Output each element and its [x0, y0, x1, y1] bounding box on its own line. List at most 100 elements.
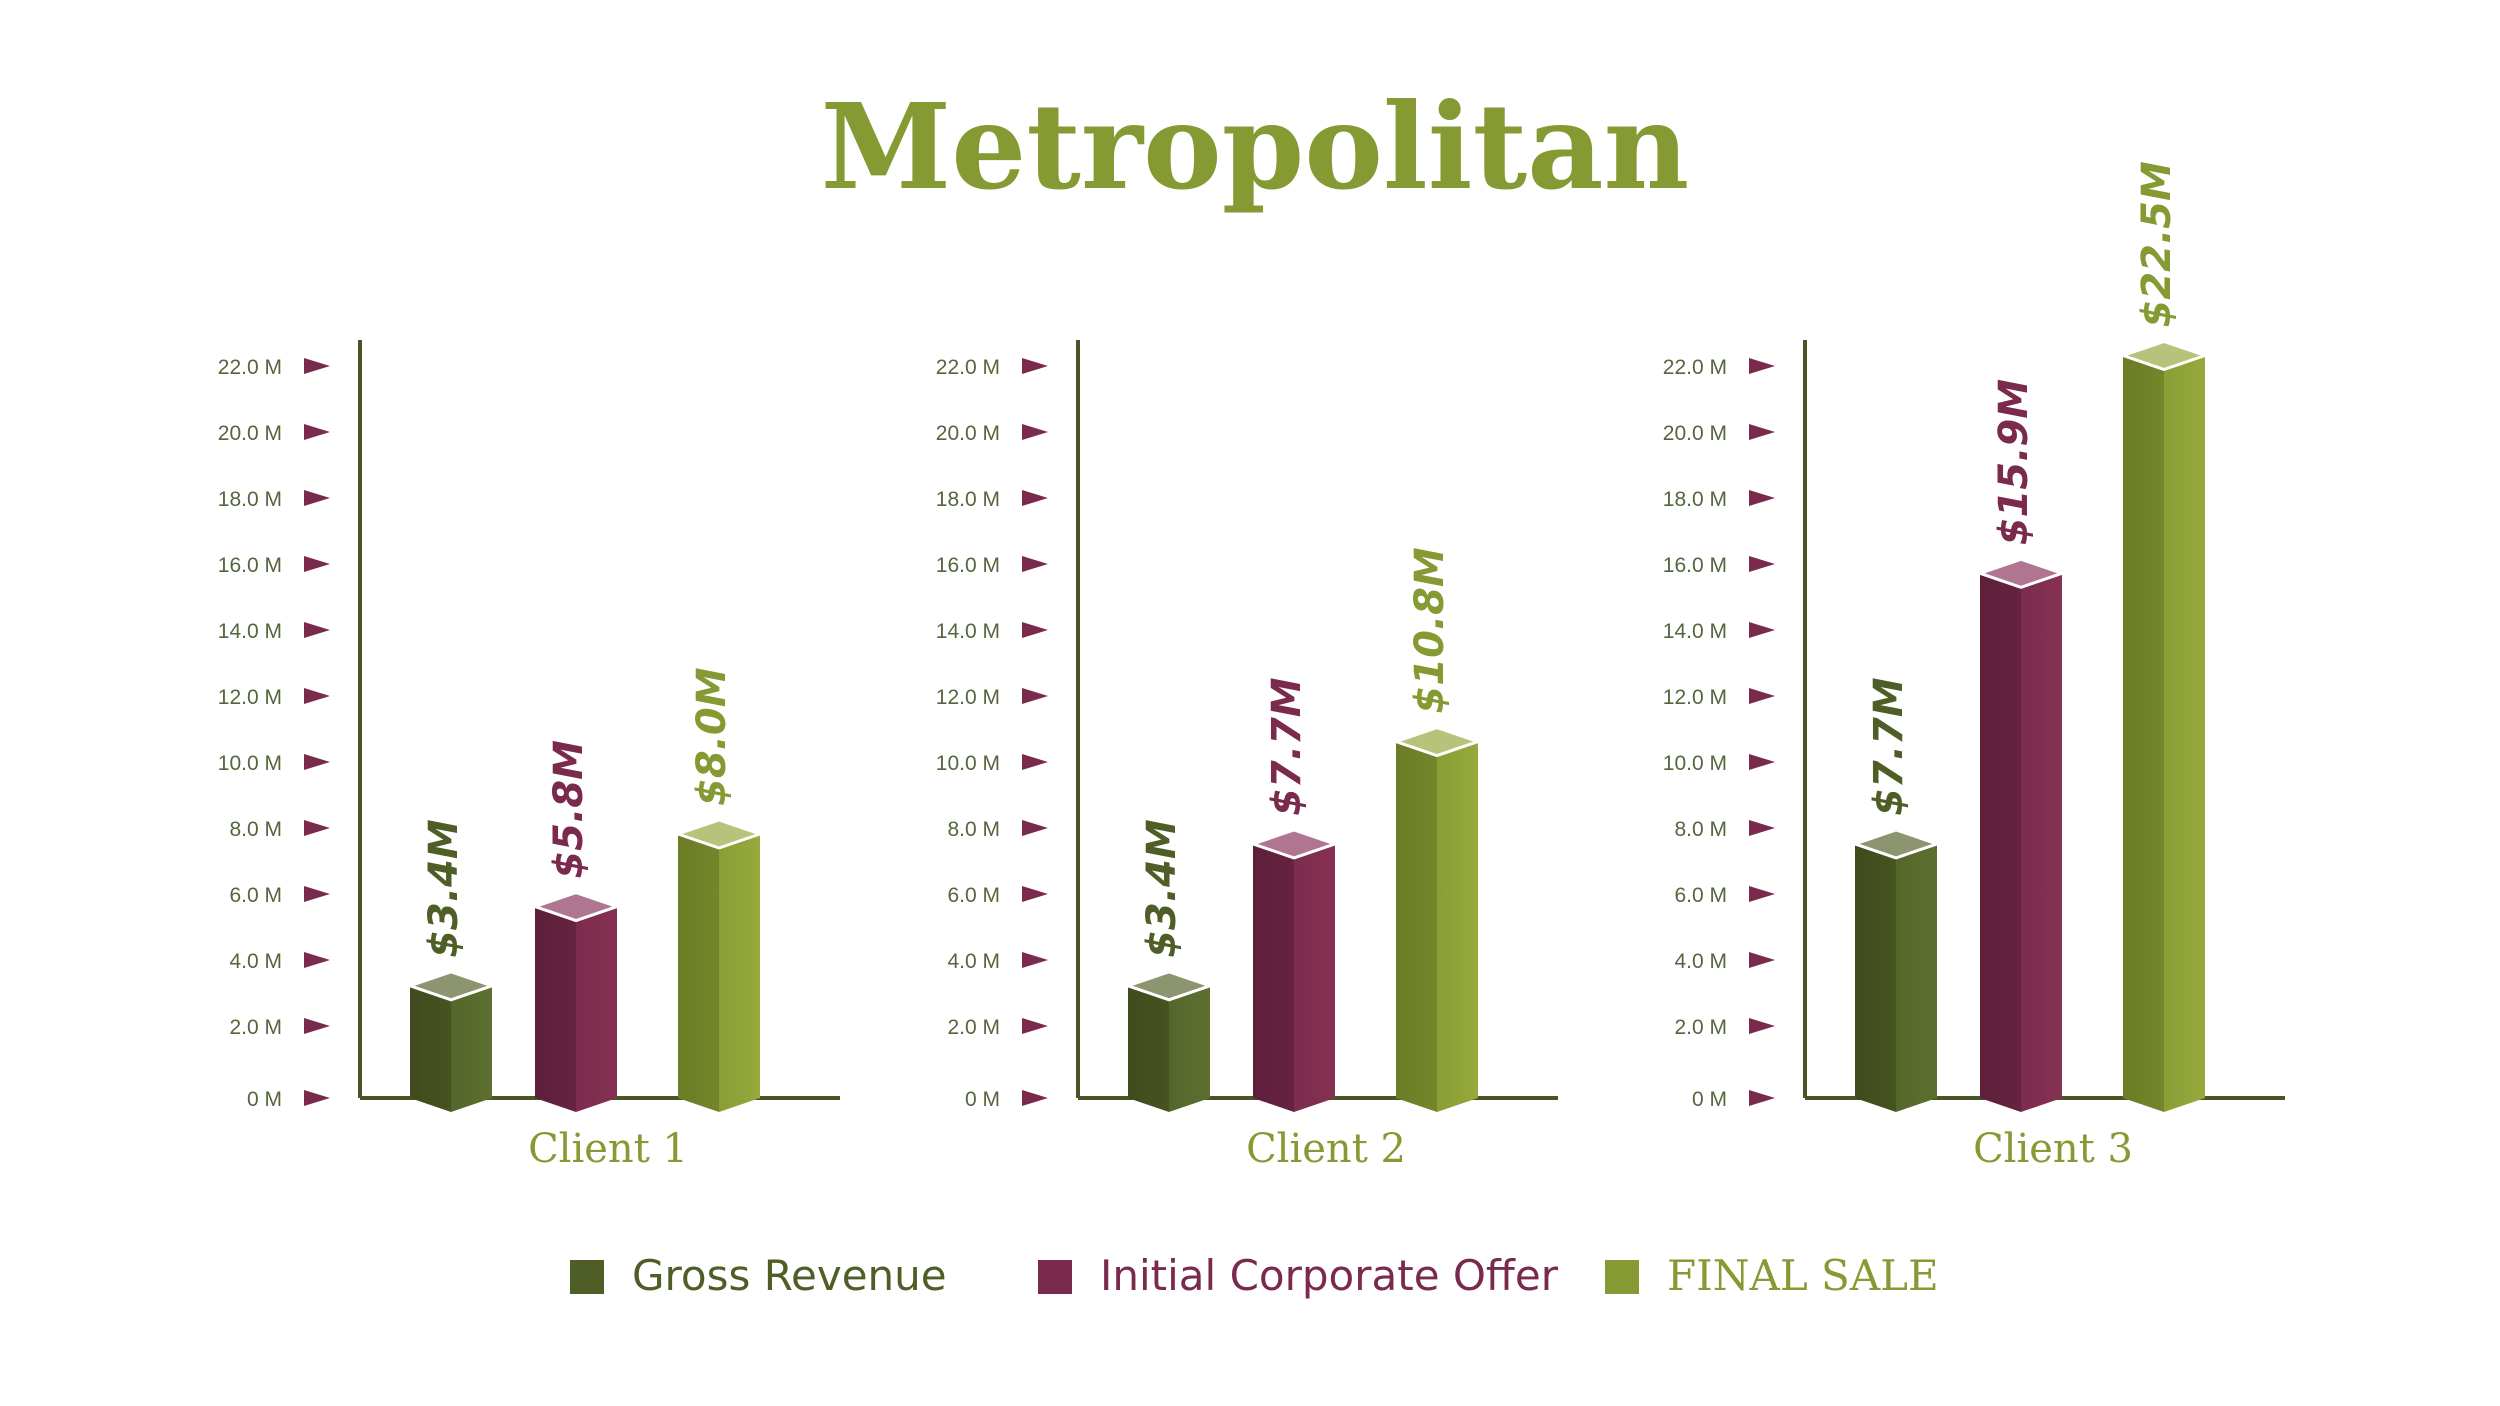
- y-tick-label: 0 M: [247, 1088, 282, 1111]
- y-tick-label: 16.0 M: [218, 554, 282, 577]
- tick-arrow-icon: [1749, 622, 1775, 638]
- legend-item-final: FINAL SALE: [1605, 1251, 1939, 1300]
- tick-arrow-icon: [1022, 754, 1048, 770]
- y-tick-label: 6.0 M: [1674, 884, 1727, 907]
- y-tick-label: 14.0 M: [218, 620, 282, 643]
- y-tick-label: 4.0 M: [229, 950, 282, 973]
- tick-arrow-icon: [304, 490, 330, 506]
- tick-arrow-icon: [1022, 688, 1048, 704]
- legend-swatch: [1605, 1260, 1639, 1294]
- tick-arrow-icon: [1022, 820, 1048, 836]
- y-tick-label: 18.0 M: [936, 488, 1000, 511]
- chart-panel-1: 0 M 2.0 M 4.0 M 6.0 M 8.0 M 10.0 M 12.0 M 14.0 …: [218, 340, 840, 1172]
- bar-value-label: $7.7M: [1264, 677, 1310, 816]
- y-tick-label: 12.0 M: [936, 686, 1000, 709]
- bar-value-label: $3.4M: [421, 819, 467, 958]
- y-tick-label: 10.0 M: [1663, 752, 1727, 775]
- category-label: Client 2: [1246, 1126, 1406, 1172]
- y-tick-label: 4.0 M: [947, 950, 1000, 973]
- bar-offer-client-3: $15.9M: [1978, 379, 2064, 1112]
- chart-panel-2: 0 M 2.0 M 4.0 M 6.0 M 8.0 M 10.0 M 12.0 M 14.0 …: [936, 340, 1558, 1172]
- y-tick-label: 6.0 M: [229, 884, 282, 907]
- category-label: Client 1: [528, 1126, 688, 1172]
- y-tick-label: 12.0 M: [218, 686, 282, 709]
- tick-arrow-icon: [1022, 886, 1048, 902]
- tick-arrow-icon: [1749, 688, 1775, 704]
- tick-arrow-icon: [1749, 820, 1775, 836]
- y-tick-label: 16.0 M: [936, 554, 1000, 577]
- bar-final-client-3: $22.5M: [2121, 161, 2207, 1112]
- tick-arrow-icon: [304, 886, 330, 902]
- tick-arrow-icon: [1749, 556, 1775, 572]
- chart-panel-3: 0 M 2.0 M 4.0 M 6.0 M 8.0 M 10.0 M 12.0 M 14.0 …: [1663, 161, 2285, 1172]
- bar-offer-client-1: $5.8M: [533, 740, 619, 1112]
- bar-value-label: $7.7M: [1866, 677, 1912, 816]
- bar-value-label: $15.9M: [1991, 379, 2037, 545]
- y-tick-label: 14.0 M: [936, 620, 1000, 643]
- tick-arrow-icon: [1749, 358, 1775, 374]
- y-tick-label: 2.0 M: [947, 1016, 1000, 1039]
- y-tick-label: 0 M: [1692, 1088, 1727, 1111]
- legend-item-offer: Initial Corporate Offer: [1038, 1251, 1559, 1300]
- y-tick-label: 8.0 M: [1674, 818, 1727, 841]
- tick-arrow-icon: [304, 820, 330, 836]
- tick-arrow-icon: [1022, 1018, 1048, 1034]
- y-tick-label: 18.0 M: [1663, 488, 1727, 511]
- y-tick-label: 8.0 M: [229, 818, 282, 841]
- bar-value-label: $3.4M: [1139, 819, 1185, 958]
- tick-arrow-icon: [1022, 1090, 1048, 1106]
- y-tick-label: 2.0 M: [229, 1016, 282, 1039]
- legend-label: Initial Corporate Offer: [1100, 1251, 1559, 1300]
- category-label: Client 3: [1973, 1126, 2133, 1172]
- bar-value-label: $5.8M: [546, 740, 592, 879]
- y-tick-label: 22.0 M: [1663, 356, 1727, 379]
- bar-offer-client-2: $7.7M: [1251, 677, 1337, 1112]
- bar-gross-client-3: $7.7M: [1853, 677, 1939, 1112]
- tick-arrow-icon: [304, 1090, 330, 1106]
- tick-arrow-icon: [1022, 490, 1048, 506]
- chart-title: Metropolitan: [821, 77, 1690, 216]
- tick-arrow-icon: [304, 622, 330, 638]
- tick-arrow-icon: [304, 358, 330, 374]
- bar-value-label: $10.8M: [1407, 547, 1453, 713]
- tick-arrow-icon: [1749, 886, 1775, 902]
- tick-arrow-icon: [1749, 754, 1775, 770]
- bar-value-label: $22.5M: [2134, 161, 2180, 327]
- tick-arrow-icon: [1022, 556, 1048, 572]
- bar-final-client-2: $10.8M: [1394, 547, 1480, 1112]
- y-tick-label: 0 M: [965, 1088, 1000, 1111]
- y-tick-label: 2.0 M: [1674, 1016, 1727, 1039]
- tick-arrow-icon: [1022, 622, 1048, 638]
- tick-arrow-icon: [304, 754, 330, 770]
- legend-label: FINAL SALE: [1667, 1251, 1939, 1300]
- legend-label: Gross Revenue: [632, 1251, 947, 1300]
- tick-arrow-icon: [304, 556, 330, 572]
- y-tick-label: 20.0 M: [936, 422, 1000, 445]
- legend-swatch: [570, 1260, 604, 1294]
- y-tick-label: 12.0 M: [1663, 686, 1727, 709]
- legend: Gross Revenue Initial Corporate Offer FINA…: [570, 1251, 1939, 1300]
- y-tick-label: 22.0 M: [936, 356, 1000, 379]
- y-tick-label: 16.0 M: [1663, 554, 1727, 577]
- tick-arrow-icon: [1749, 1018, 1775, 1034]
- tick-arrow-icon: [1749, 490, 1775, 506]
- y-tick-label: 14.0 M: [1663, 620, 1727, 643]
- y-tick-label: 18.0 M: [218, 488, 282, 511]
- tick-arrow-icon: [1749, 424, 1775, 440]
- y-tick-label: 20.0 M: [218, 422, 282, 445]
- tick-arrow-icon: [304, 424, 330, 440]
- y-tick-label: 10.0 M: [218, 752, 282, 775]
- tick-arrow-icon: [304, 952, 330, 968]
- bar-gross-client-1: $3.4M: [408, 819, 494, 1112]
- bar-gross-client-2: $3.4M: [1126, 819, 1212, 1112]
- bar-final-client-1: $8.0M: [676, 668, 762, 1112]
- y-tick-label: 6.0 M: [947, 884, 1000, 907]
- y-tick-label: 10.0 M: [936, 752, 1000, 775]
- y-tick-label: 20.0 M: [1663, 422, 1727, 445]
- bar-value-label: $8.0M: [689, 668, 735, 807]
- tick-arrow-icon: [1022, 424, 1048, 440]
- y-tick-label: 22.0 M: [218, 356, 282, 379]
- tick-arrow-icon: [304, 1018, 330, 1034]
- y-tick-label: 8.0 M: [947, 818, 1000, 841]
